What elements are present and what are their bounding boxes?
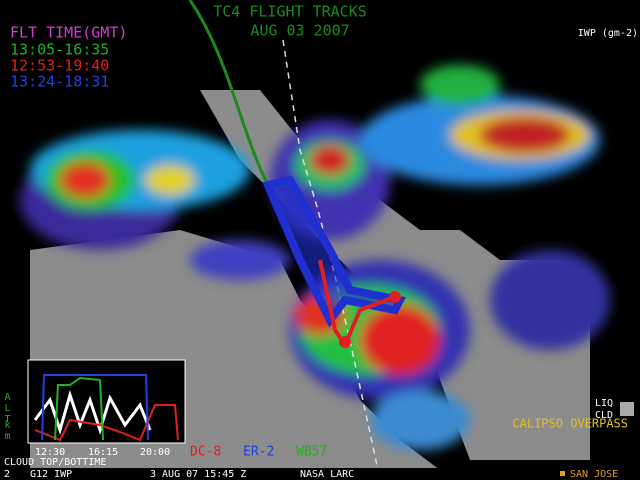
- liquid-swatch: [620, 402, 634, 416]
- footer-source: NASA LARC: [300, 469, 354, 480]
- footer-time: 3 AUG 07 15:45 Z: [150, 469, 246, 480]
- flight-time: 12:53-19:40: [10, 57, 109, 75]
- flight-time-title: FLT TIME(GMT): [10, 24, 127, 42]
- footer-location: SAN JOSE: [570, 469, 618, 480]
- title: TC4 FLIGHT TRACKS: [213, 3, 367, 21]
- date: AUG 03 2007: [250, 22, 349, 40]
- aircraft-label: WB57: [296, 445, 327, 460]
- liquid-label: CLD: [595, 410, 613, 421]
- footer-product: G12 IWP: [30, 469, 72, 480]
- location-marker: [560, 471, 565, 476]
- inset-x-tick: 12:30: [35, 447, 65, 458]
- clouds: [20, 65, 610, 450]
- overpass-label: CALIPSO OVERPASS: [512, 417, 628, 431]
- aircraft-label: ER-2: [243, 445, 274, 460]
- scale-title: IWP (gm-2): [578, 28, 638, 39]
- footer-frame: 2: [4, 469, 10, 480]
- inset-plot: [27, 359, 186, 444]
- inset-caption: CLOUD TOP/BOTTIME: [4, 457, 106, 468]
- inset-axis-label: km: [2, 420, 13, 442]
- aircraft-label: DC-8: [190, 445, 221, 460]
- inset-x-tick: 20:00: [140, 447, 170, 458]
- flight-time: 13:24-18:31: [10, 73, 109, 91]
- flight-time: 13:05-16:35: [10, 41, 109, 59]
- liquid-label: LIQ: [595, 398, 613, 409]
- flight-tracks: [188, 0, 406, 471]
- inset-x-tick: 16:15: [88, 447, 118, 458]
- inset-axis-label: ALT: [2, 392, 13, 425]
- footer-bar: [0, 468, 640, 480]
